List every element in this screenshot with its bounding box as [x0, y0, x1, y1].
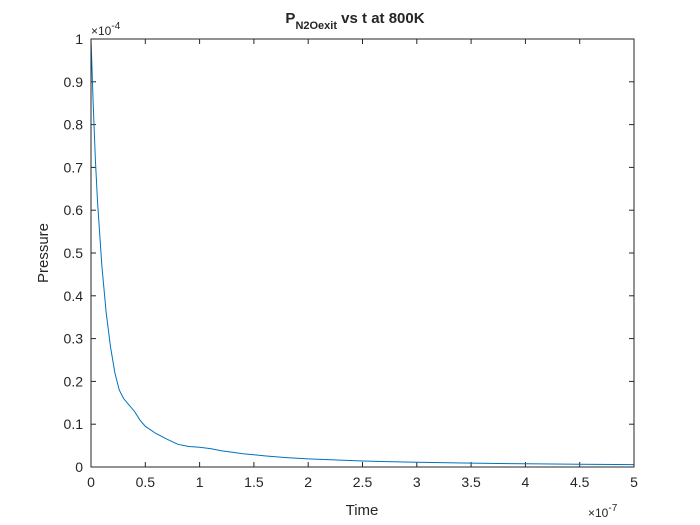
- x-tick-label: 2.5: [353, 474, 373, 490]
- x-tick-label: 3: [413, 474, 421, 490]
- x-exponent-label: ×10-7: [588, 503, 618, 520]
- series-line: [90, 38, 635, 466]
- y-exponent-base: ×10: [91, 24, 112, 38]
- y-tick-label: 0.3: [64, 331, 84, 347]
- x-exponent-power: -7: [608, 503, 617, 514]
- x-tick-label: 0: [87, 474, 95, 490]
- x-tick-label: 0.5: [136, 474, 156, 490]
- chart-title-main: P: [285, 10, 295, 27]
- x-axis-label: Time: [346, 502, 379, 519]
- x-tick-label: 1: [196, 474, 204, 490]
- svg-text:×10-7: ×10-7: [588, 503, 618, 520]
- x-tick-label: 1.5: [244, 474, 264, 490]
- chart-title-rest: vs t at 800K: [337, 10, 425, 27]
- axis-tick-labels: 0 0.5 1 1.5 2 2.5 3 3.5 4 4.5 5 0 0.1 0.2 0.3 0.4 0.5 0.6…: [64, 31, 639, 490]
- y-exponent-label: ×10-4: [91, 21, 121, 38]
- y-tick-label: 0: [75, 459, 83, 475]
- y-tick-label: 0.4: [64, 288, 84, 304]
- series-group: [90, 38, 635, 466]
- chart-title-subscript: N2Oexit: [295, 20, 337, 32]
- x-exponent-base: ×10: [588, 506, 609, 520]
- y-exponent-power: -4: [111, 21, 120, 32]
- x-tick-label: 4: [522, 474, 530, 490]
- y-tick-label: 0.1: [64, 416, 84, 432]
- y-tick-label: 0.6: [64, 202, 84, 218]
- y-tick-label: 0.9: [64, 74, 84, 90]
- x-tick-label: 4.5: [570, 474, 590, 490]
- svg-text:×10-4: ×10-4: [91, 21, 121, 38]
- x-tick-label: 5: [630, 474, 638, 490]
- axis-ticks: [90, 38, 635, 468]
- x-tick-label: 2: [304, 474, 312, 490]
- y-tick-label: 0.2: [64, 373, 84, 389]
- chart-title: PN2Oexit vs t at 800K: [285, 10, 424, 32]
- x-tick-label: 3.5: [461, 474, 481, 490]
- plot-area-frame: [90, 38, 635, 468]
- y-axis-label: Pressure: [35, 223, 52, 283]
- y-tick-label: 0.7: [64, 159, 84, 175]
- y-tick-label: 0.5: [64, 245, 84, 261]
- y-tick-label: 1: [75, 31, 83, 47]
- y-tick-label: 0.8: [64, 117, 84, 133]
